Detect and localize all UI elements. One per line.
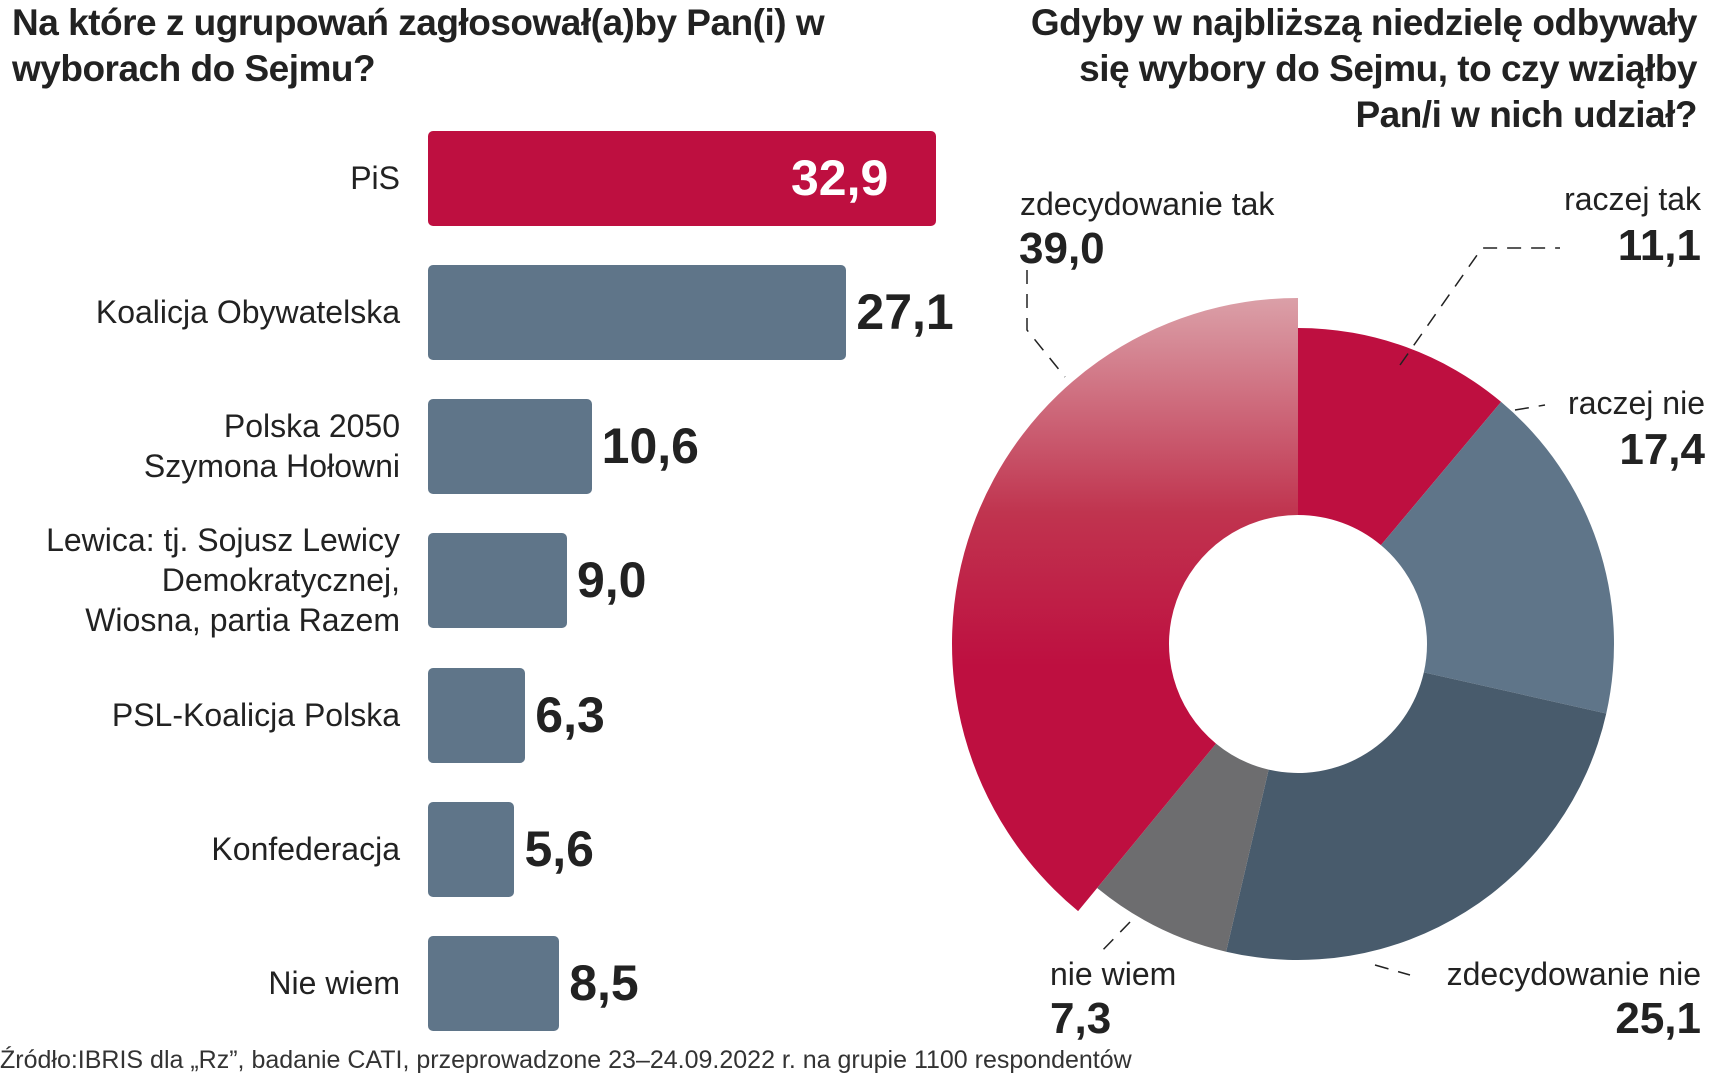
leader-line-raczej-tak xyxy=(1399,247,1560,366)
leader-line-nie-wiem xyxy=(1097,921,1131,956)
leader-line-raczej-nie xyxy=(1514,404,1546,411)
donut-slice-zdecydowanie-tak xyxy=(952,298,1298,912)
bar-value-label: 32,9 xyxy=(790,150,889,206)
slice-label-nie-wiem: nie wiem xyxy=(1050,956,1177,992)
bar-value-label: 9,0 xyxy=(576,552,647,608)
slice-label-raczej-nie: raczej nie xyxy=(1568,385,1705,421)
bar xyxy=(428,533,567,628)
donut-slice-zdecydowanie-nie xyxy=(1226,672,1607,960)
slice-label-zdecydowanie-tak: zdecydowanie tak xyxy=(1020,186,1275,222)
slice-label-raczej-tak: raczej tak xyxy=(1564,181,1701,217)
bar xyxy=(428,131,936,226)
leader-line-zdecydowanie-nie xyxy=(1374,964,1411,976)
donut-slice-raczej-nie xyxy=(1380,401,1614,714)
bar-label: Nie wiem xyxy=(268,965,400,1001)
source-note: Źródło:IBRIS dla „Rz”, badanie CATI, prz… xyxy=(0,1046,1132,1074)
donut-chart-title: Gdyby w najbliższą niedzielę odbywały si… xyxy=(1030,2,1698,135)
bar-label: Lewica: tj. Sojusz Lewicy Demokratycznej… xyxy=(46,522,400,638)
donut-slice-nie-wiem xyxy=(1097,743,1269,952)
donut-slice-raczej-tak xyxy=(1298,328,1502,546)
bar-label: Polska 2050 Szymona Hołowni xyxy=(143,408,400,484)
bar-label: PSL-Koalicja Polska xyxy=(111,697,400,733)
bar xyxy=(428,265,847,360)
bar-value-label: 10,6 xyxy=(601,418,699,474)
bar xyxy=(428,936,560,1031)
bar xyxy=(428,668,526,763)
bar-value-label: 6,3 xyxy=(535,687,605,743)
bar xyxy=(428,399,592,494)
bar-chart-title: Na które z ugrupowań zagłosował(a)by Pan… xyxy=(12,2,825,89)
slice-value-nie-wiem: 7,3 xyxy=(1050,994,1112,1043)
bar-value-label: 27,1 xyxy=(856,284,954,340)
bar-label: PiS xyxy=(350,160,400,196)
leader-line-zdecydowanie-tak xyxy=(1026,270,1066,378)
slice-value-zdecydowanie-nie: 25,1 xyxy=(1615,994,1701,1043)
slice-label-zdecydowanie-nie: zdecydowanie nie xyxy=(1446,956,1701,992)
bar xyxy=(428,802,515,897)
slice-value-zdecydowanie-tak: 39,0 xyxy=(1019,224,1105,273)
bar-label: Koalicja Obywatelska xyxy=(95,294,400,330)
slice-value-raczej-nie: 17,4 xyxy=(1619,425,1705,474)
slice-value-raczej-tak: 11,1 xyxy=(1617,221,1701,270)
bar-label: Konfederacja xyxy=(211,831,400,867)
bar-value-label: 8,5 xyxy=(569,955,639,1011)
bar-value-label: 5,6 xyxy=(524,821,594,877)
